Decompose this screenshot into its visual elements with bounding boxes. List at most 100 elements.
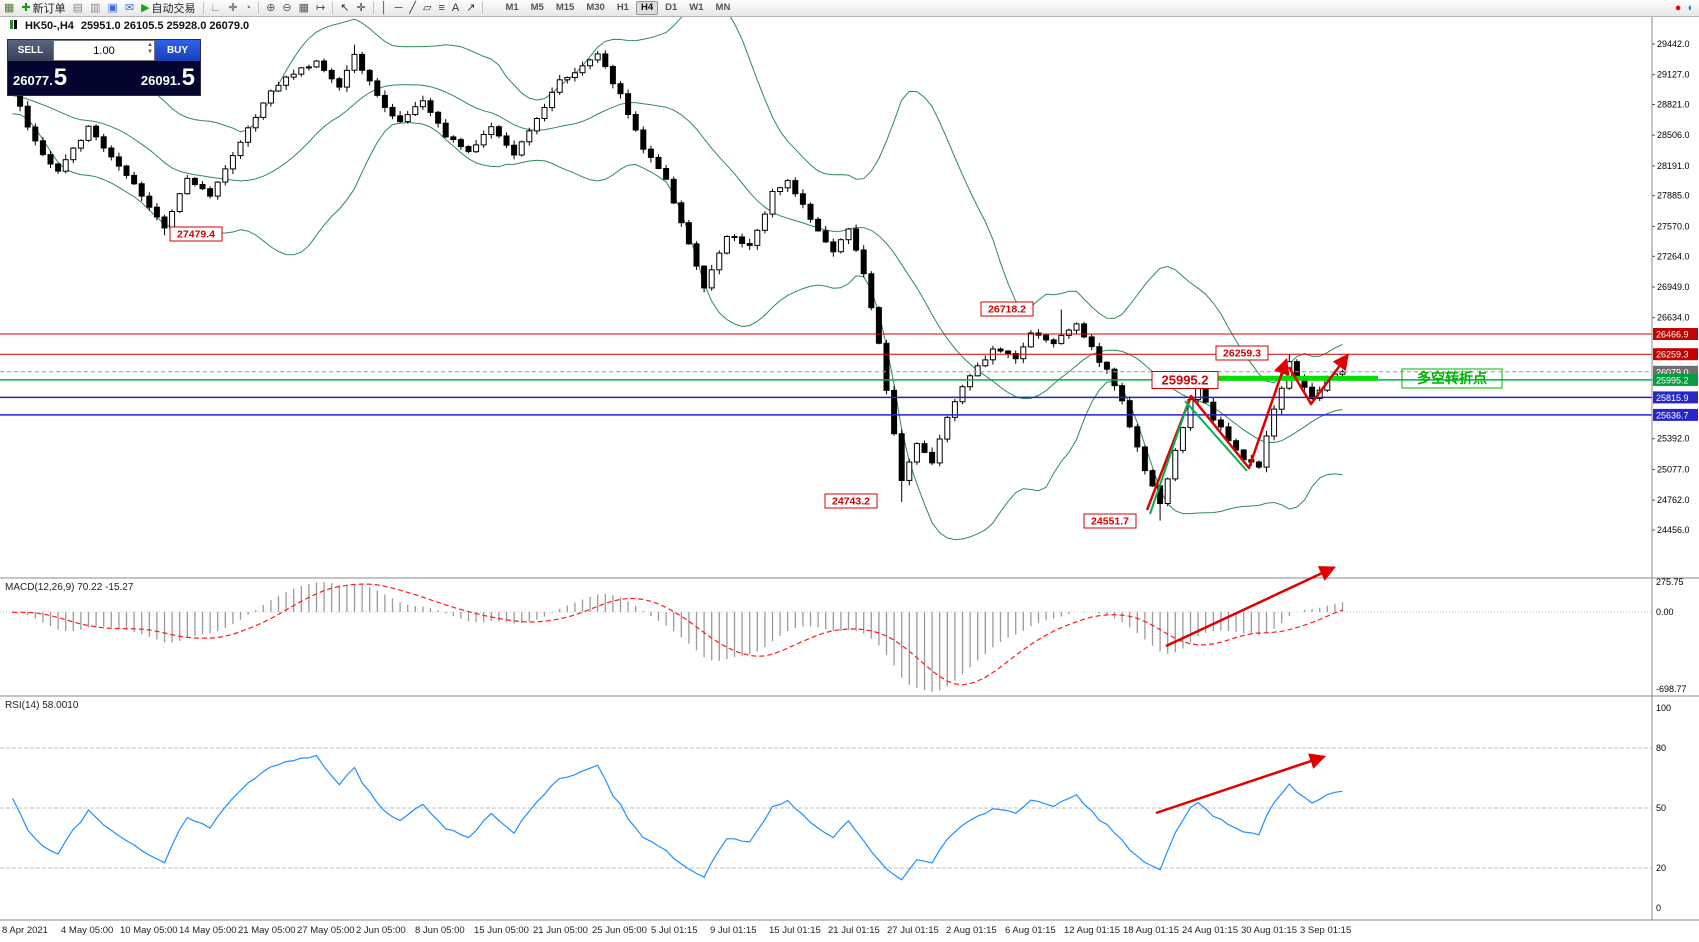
annotation-text: 多空转折点 — [1417, 370, 1487, 386]
horizontal-line-icon[interactable]: ─ — [394, 1, 403, 14]
trendline-icon[interactable]: ╱ — [409, 1, 416, 14]
price-label-box[interactable] — [1083, 513, 1137, 529]
time-tick-label: 6 Aug 01:15 — [1005, 925, 1056, 936]
arrows-tool-icon[interactable]: ↗ — [466, 1, 476, 14]
add-indicator-icon[interactable]: ✚ — [228, 1, 238, 14]
period-icon[interactable]: ◔ — [244, 1, 252, 14]
sell-price: 26077. 5 — [13, 64, 68, 91]
period-icon[interactable]: ◔ — [244, 1, 252, 14]
tile-windows-icon[interactable]: ▦ — [298, 1, 310, 14]
price-tick-label: 28821.0 — [1657, 100, 1690, 110]
price-label-box[interactable] — [824, 493, 878, 509]
trend-arrow[interactable] — [1287, 353, 1349, 406]
spinner-up-icon[interactable]: ▲ — [147, 42, 153, 48]
price-tick-label: 27264.0 — [1657, 251, 1690, 261]
chart-surface[interactable] — [0, 17, 1652, 578]
toolbar-separator — [258, 2, 260, 14]
text-tool-icon[interactable]: A — [451, 1, 460, 14]
timeframe-mn[interactable]: MN — [715, 2, 731, 14]
zoom-out-icon[interactable]: ⊖ — [282, 1, 292, 14]
fibonacci-icon[interactable]: ≡ — [438, 1, 445, 14]
toolbar-right-icons: ● ◖ — [1674, 1, 1695, 14]
trend-arrow[interactable] — [1165, 566, 1336, 648]
trend-arrow[interactable] — [1145, 357, 1290, 511]
volume-input[interactable]: 1.00 ▲ ▼ — [53, 40, 155, 61]
auto-scroll-icon[interactable]: ↦ — [316, 1, 326, 14]
trendline-icon[interactable]: ╱ — [409, 1, 416, 14]
time-tick-label: 10 May 05:00 — [120, 925, 178, 936]
price-label-box[interactable] — [980, 301, 1034, 317]
chart-ohlc-line: HK50-,H4 25951.0 26105.5 25928.0 26079.0 — [10, 20, 249, 32]
timeframe-m1[interactable]: M1 — [505, 2, 519, 14]
crosshair-icon[interactable]: ✛ — [356, 1, 366, 14]
auto-trading-button-label: 自动交易 — [151, 3, 196, 15]
data-window-icon[interactable]: ▣ — [107, 1, 118, 14]
turning-point-annotation[interactable]: 多空转折点 — [1401, 368, 1503, 389]
buy-button[interactable]: BUY — [155, 40, 200, 61]
price-label-box[interactable] — [169, 226, 223, 242]
price-tick-label: 28191.0 — [1657, 161, 1690, 171]
tile-windows-icon[interactable]: ▦ — [298, 1, 310, 14]
timeframe-w1[interactable]: W1 — [689, 2, 704, 14]
chart-window-icon[interactable]: ▤ — [72, 1, 84, 14]
sell-button[interactable]: SELL — [8, 40, 53, 61]
pane-separators — [0, 17, 1699, 921]
trend-arrow[interactable] — [1155, 753, 1327, 815]
timeframe-h1[interactable]: H1 — [616, 2, 629, 14]
spinner-down-icon[interactable]: ▼ — [147, 49, 153, 56]
mail-icon[interactable]: ✉ — [124, 1, 135, 14]
price-tag — [1653, 348, 1698, 361]
arrows-tool-icon[interactable]: ↗ — [466, 1, 476, 14]
timeframe-m5[interactable]: M5 — [530, 2, 544, 14]
price-label-box[interactable] — [1215, 345, 1269, 361]
time-tick-label: 27 May 05:00 — [297, 925, 355, 936]
community-icon[interactable]: ◖ — [1686, 1, 1693, 14]
indicators-icon[interactable]: ∟ — [210, 1, 222, 14]
zoom-in-icon[interactable]: ⊕ — [266, 1, 276, 14]
vertical-line-icon[interactable]: │ — [380, 1, 388, 14]
profiles-icon[interactable]: ▥ — [90, 1, 101, 14]
price-tick-label: 24456.0 — [1657, 525, 1690, 535]
time-tick-label: 3 Sep 01:15 — [1300, 925, 1351, 936]
add-indicator-icon[interactable]: ✚ — [228, 1, 238, 14]
price-label-box[interactable] — [1151, 371, 1219, 389]
volume-spinner[interactable]: ▲ ▼ — [147, 42, 153, 56]
channel-icon[interactable]: ▱ — [422, 1, 432, 14]
text-tool-icon[interactable]: A — [451, 1, 460, 14]
volume-value: 1.00 — [93, 44, 115, 57]
new-order-button[interactable]: ✚ — [21, 1, 31, 14]
profiles-icon[interactable]: ▥ — [90, 1, 101, 14]
mail-icon[interactable]: ✉ — [124, 1, 135, 14]
crosshair-icon[interactable]: ✛ — [356, 1, 366, 14]
charts-grid-icon[interactable]: ▦ — [4, 1, 15, 14]
charts-grid-icon[interactable]: ▦ — [4, 1, 15, 14]
trend-arrow[interactable] — [1149, 402, 1189, 515]
cursor-icon[interactable]: ↖ — [340, 1, 350, 14]
rsi-scale-label: 20 — [1656, 863, 1666, 873]
zoom-in-icon[interactable]: ⊕ — [266, 1, 276, 14]
trend-arrow[interactable] — [1184, 400, 1248, 472]
horizontal-line-icon[interactable]: ─ — [394, 1, 403, 14]
vertical-line-icon[interactable]: │ — [380, 1, 388, 14]
timeframe-m15[interactable]: M15 — [555, 2, 575, 14]
chart-window-icon[interactable]: ▤ — [72, 1, 84, 14]
new-order-button[interactable]: ✚ 新订单 — [21, 0, 65, 16]
timeframe-h4[interactable]: H4 — [635, 1, 659, 15]
auto-scroll-icon[interactable]: ↦ — [316, 1, 326, 14]
timeframe-d1[interactable]: D1 — [665, 2, 678, 14]
price-tag — [1653, 328, 1698, 340]
fibonacci-icon[interactable]: ≡ — [438, 1, 445, 14]
rsi-indicator-label: RSI(14) 58.0010 — [5, 700, 79, 711]
data-window-icon[interactable]: ▣ — [107, 1, 118, 14]
cursor-icon[interactable]: ↖ — [340, 1, 350, 14]
channel-icon[interactable]: ▱ — [422, 1, 432, 14]
indicators-icon[interactable]: ∟ — [210, 1, 222, 14]
timeframe-m30[interactable]: M30 — [586, 2, 605, 14]
auto-trading-button[interactable]: ▶ — [141, 1, 150, 14]
zoom-out-icon[interactable]: ⊖ — [282, 1, 292, 14]
record-icon[interactable]: ● — [1674, 1, 1682, 14]
price-tick-label: 29127.0 — [1657, 70, 1690, 80]
auto-trading-button[interactable]: ▶ 自动交易 — [141, 0, 195, 16]
ohlc-values: 25951.0 26105.5 25928.0 26079.0 — [80, 20, 250, 32]
